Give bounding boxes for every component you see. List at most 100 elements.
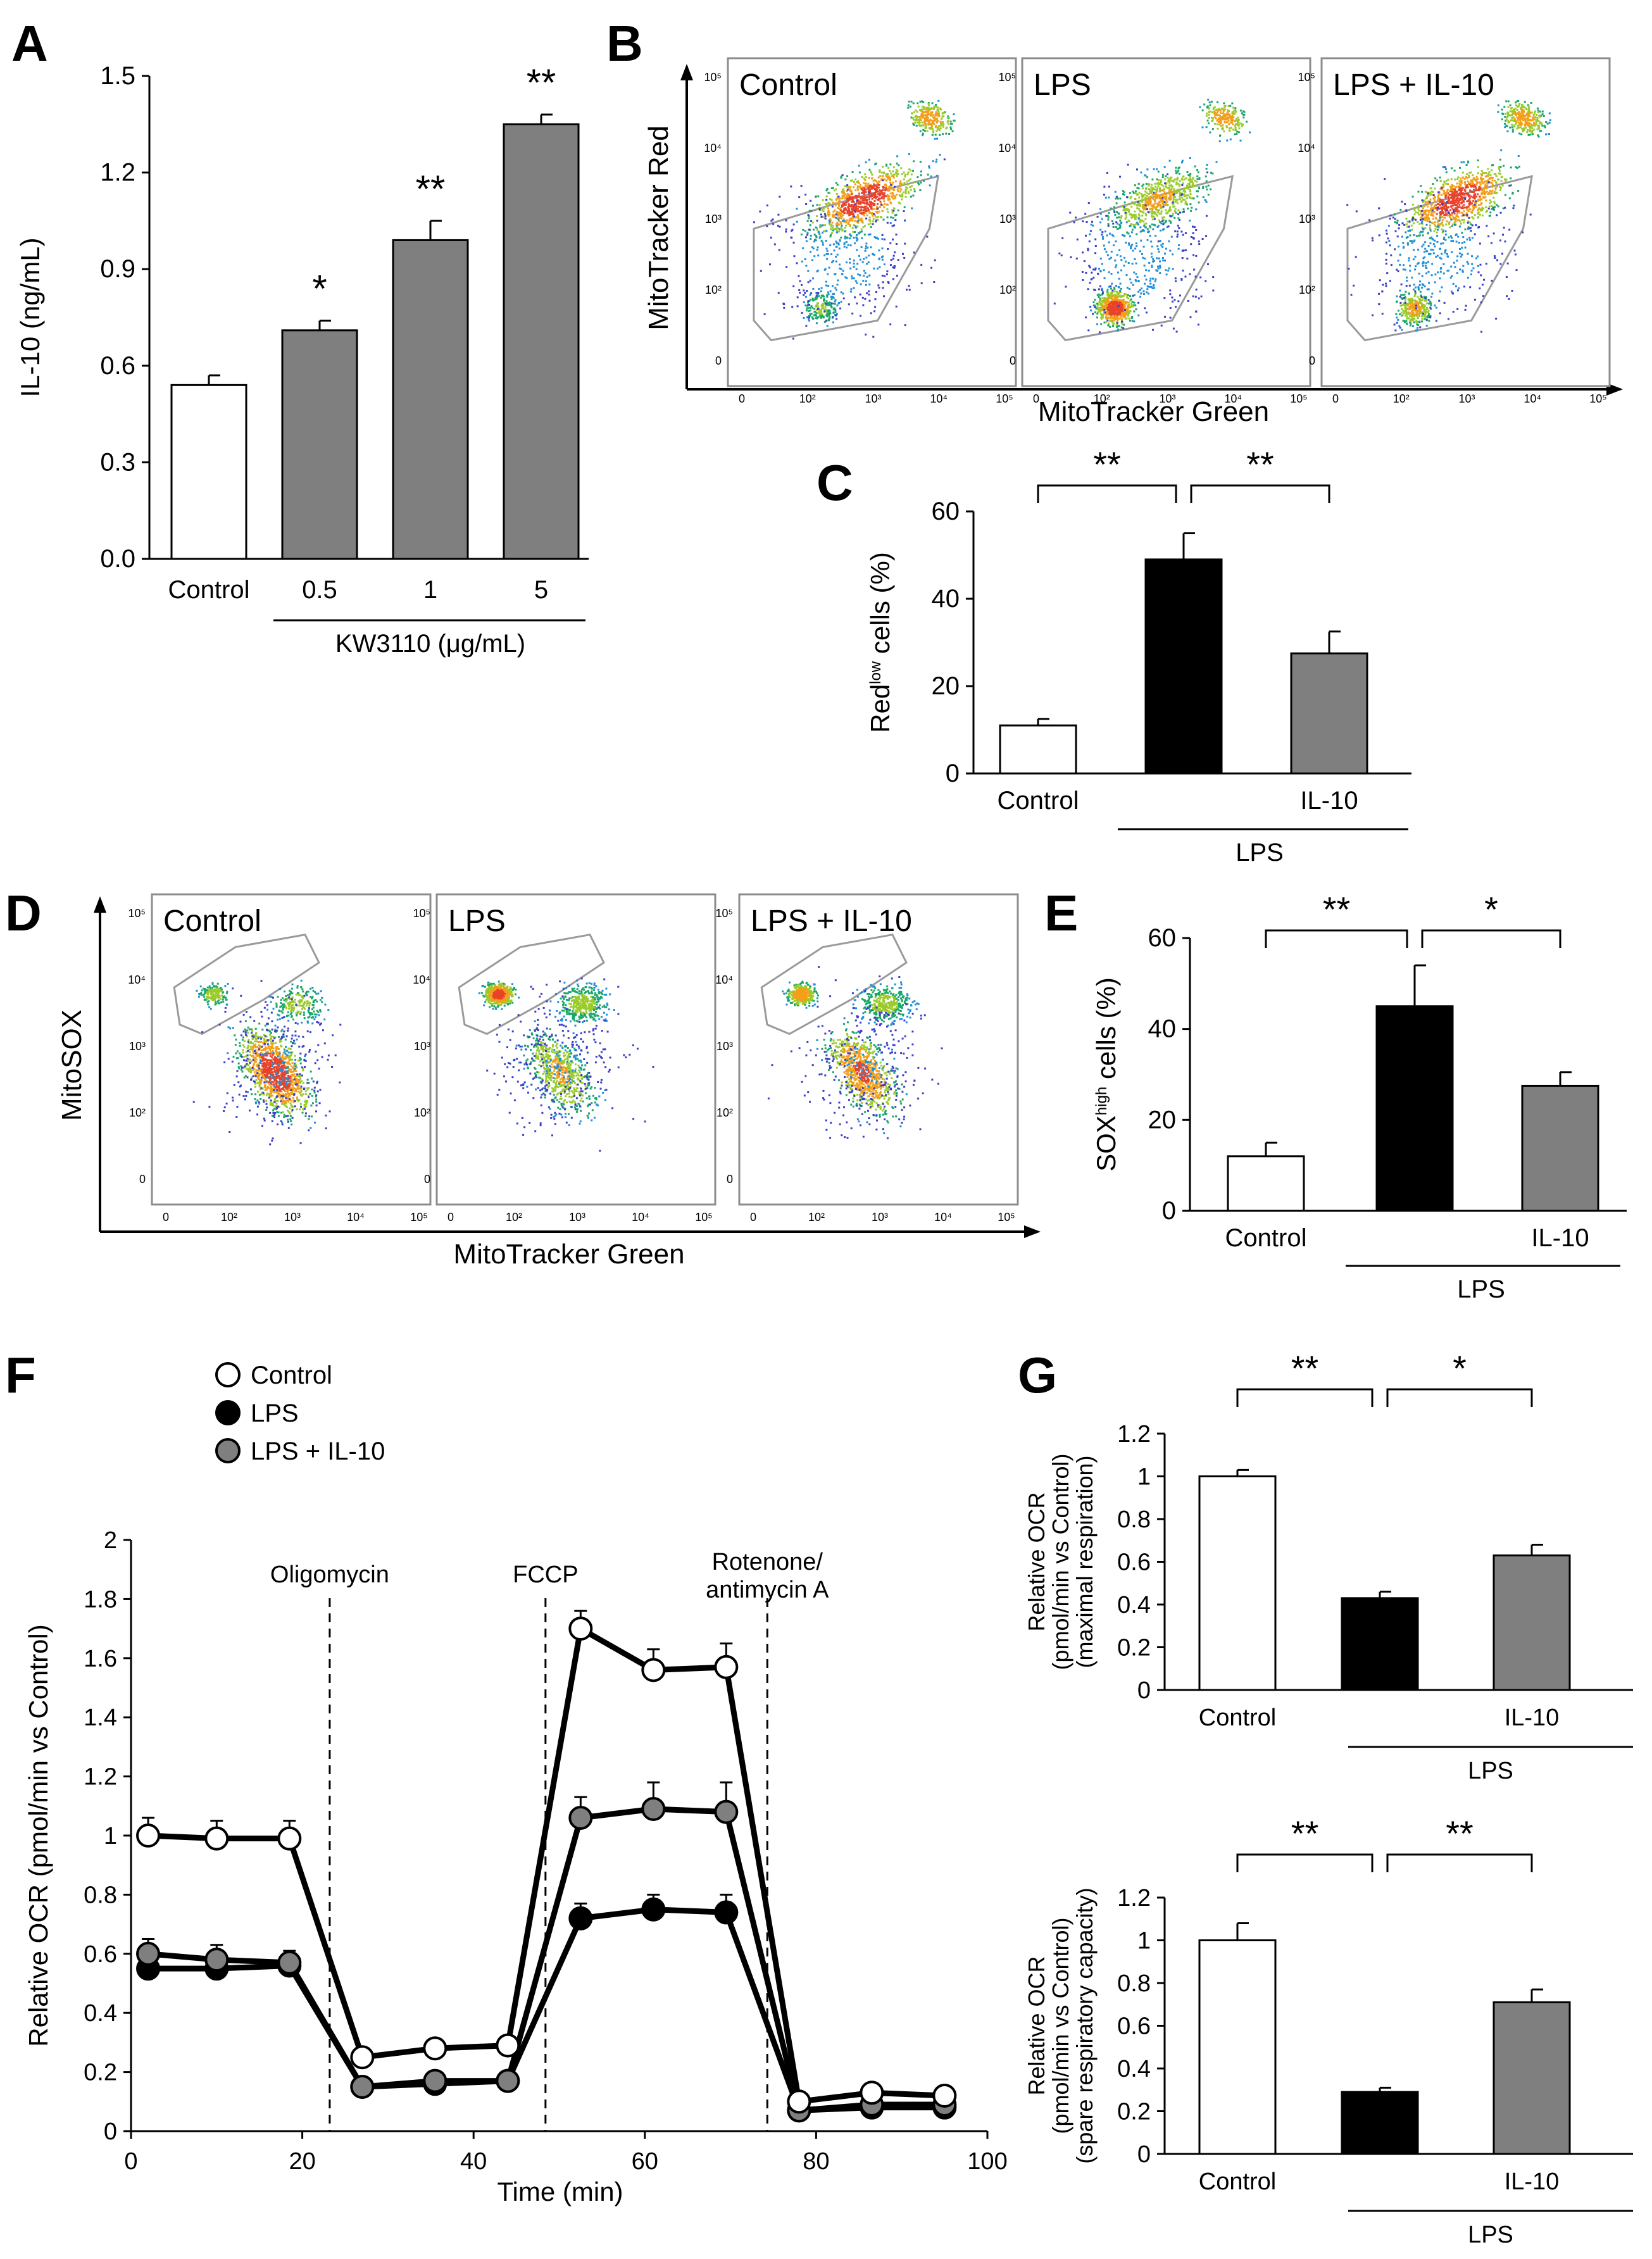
event-dot: [1481, 189, 1483, 191]
event-dot: [852, 227, 854, 229]
event-dot: [954, 120, 956, 122]
event-dot: [1476, 176, 1478, 178]
event-dot: [830, 253, 832, 255]
event-dot: [1136, 222, 1138, 223]
event-dot: [830, 304, 832, 306]
event-dot: [1396, 222, 1398, 223]
event-dot: [834, 249, 835, 251]
event-dot: [1119, 197, 1121, 199]
panel-letter-G: G: [1018, 1347, 1057, 1403]
event-dot: [1425, 203, 1427, 204]
event-dot: [1170, 222, 1172, 224]
event-dot: [1449, 214, 1451, 216]
event-dot: [877, 203, 879, 205]
event-dot: [1175, 199, 1177, 201]
event-dot: [810, 310, 811, 311]
event-dot: [1220, 122, 1222, 123]
event-dot: [803, 301, 805, 303]
event-dot: [932, 160, 934, 162]
event-dot: [903, 178, 905, 180]
event-dot: [809, 313, 811, 315]
event-dot: [1238, 131, 1240, 133]
event-dot: [1417, 208, 1419, 210]
event-dot: [1132, 284, 1134, 286]
event-dot: [1179, 194, 1181, 196]
event-dot: [848, 244, 849, 246]
event-dot: [866, 202, 868, 204]
event-dot: [808, 320, 810, 322]
event-dot: [1139, 250, 1141, 252]
event-dot: [1206, 215, 1208, 217]
event-dot: [917, 111, 918, 113]
group-label: KW3110 (μg/mL): [335, 630, 525, 658]
event-dot: [1181, 197, 1183, 199]
event-dot: [1179, 294, 1181, 296]
event-dot: [875, 220, 877, 222]
event-dot: [1232, 123, 1234, 125]
event-dot: [1135, 191, 1137, 192]
event-dot: [1527, 114, 1529, 116]
event-dot: [1448, 222, 1450, 224]
event-dot: [835, 289, 837, 291]
event-dot: [1165, 248, 1167, 250]
event-dot: [1214, 106, 1216, 108]
event-dot: [1177, 203, 1179, 204]
event-dot: [832, 225, 834, 227]
event-dot: [849, 262, 851, 264]
event-dot: [839, 308, 841, 310]
event-dot: [1153, 224, 1155, 226]
event-dot: [1198, 187, 1200, 189]
event-dot: [1234, 107, 1236, 109]
event-dot: [1132, 250, 1134, 252]
event-dot: [1470, 185, 1472, 187]
event-dot: [815, 196, 817, 198]
event-dot: [901, 173, 903, 175]
event-dot: [1108, 303, 1110, 305]
event-dot: [930, 175, 932, 177]
event-dot: [827, 250, 829, 252]
event-dot: [918, 184, 920, 185]
event-dot: [1464, 189, 1466, 191]
event-dot: [837, 201, 839, 203]
y-tick-label: 10⁴: [1298, 142, 1315, 154]
event-dot: [1468, 208, 1470, 210]
event-dot: [1203, 196, 1205, 198]
event-dot: [1115, 226, 1117, 228]
event-dot: [1505, 180, 1506, 182]
event-dot: [1470, 180, 1472, 182]
event-dot: [1436, 209, 1438, 211]
event-dot: [904, 182, 906, 184]
event-dot: [1511, 126, 1513, 128]
event-dot: [817, 220, 818, 222]
event-dot: [836, 230, 838, 232]
event-dot: [1110, 208, 1111, 210]
event-dot: [856, 240, 858, 242]
event-dot: [1406, 323, 1408, 325]
event-dot: [1162, 260, 1164, 261]
event-dot: [1223, 130, 1225, 132]
flow-plot-title: LPS + IL-10: [1333, 68, 1494, 102]
event-dot: [1435, 225, 1437, 227]
event-dot: [839, 228, 841, 230]
event-dot: [1073, 222, 1075, 223]
event-dot: [858, 206, 860, 208]
event-dot: [1232, 111, 1234, 113]
event-dot: [882, 179, 884, 181]
event-dot: [898, 164, 899, 166]
event-dot: [865, 284, 867, 286]
event-dot: [1401, 304, 1403, 306]
event-dot: [884, 192, 885, 194]
event-dot: [817, 270, 818, 272]
event-dot: [940, 122, 942, 124]
event-dot: [867, 215, 868, 216]
event-dot: [1466, 184, 1468, 186]
event-dot: [876, 187, 878, 189]
event-dot: [764, 313, 766, 315]
event-dot: [1155, 203, 1156, 204]
event-dot: [842, 292, 844, 294]
event-dot: [820, 297, 822, 299]
event-dot: [862, 280, 864, 282]
event-dot: [858, 192, 860, 194]
event-dot: [1225, 105, 1227, 107]
event-dot: [1087, 288, 1089, 290]
